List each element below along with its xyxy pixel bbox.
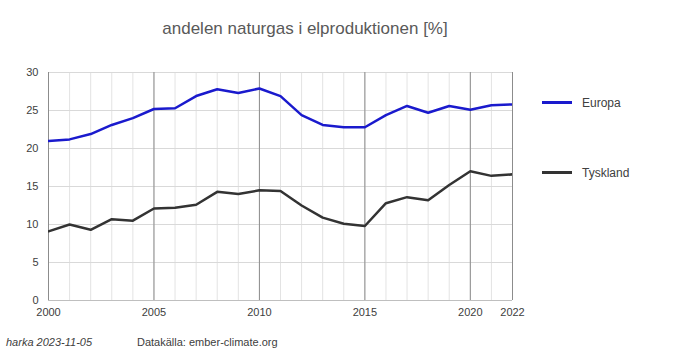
svg-text:0: 0 xyxy=(32,294,38,306)
svg-text:2000: 2000 xyxy=(36,306,60,318)
html-text:Datakälla: ember-climate.org: Datakälla: ember-climate.org xyxy=(137,336,278,348)
svg-text:2022: 2022 xyxy=(500,306,524,318)
svg-text:10: 10 xyxy=(26,218,38,230)
svg-text:5: 5 xyxy=(32,256,38,268)
html-text:Tyskland: Tyskland xyxy=(582,165,630,180)
svg-text:25: 25 xyxy=(26,104,38,116)
html-text:Europa: Europa xyxy=(582,95,621,110)
svg-text:2020: 2020 xyxy=(458,306,482,318)
svg-text:15: 15 xyxy=(26,180,38,192)
html-text:andelen naturgas i elproduktio: andelen naturgas i elproduktionen [%] xyxy=(162,19,448,38)
svg-text:2015: 2015 xyxy=(353,306,377,318)
html-text:harka 2023-11-05: harka 2023-11-05 xyxy=(6,336,92,348)
svg-text:20: 20 xyxy=(26,142,38,154)
svg-text:30: 30 xyxy=(26,66,38,78)
svg-text:2005: 2005 xyxy=(142,306,166,318)
svg-text:2010: 2010 xyxy=(247,306,271,318)
